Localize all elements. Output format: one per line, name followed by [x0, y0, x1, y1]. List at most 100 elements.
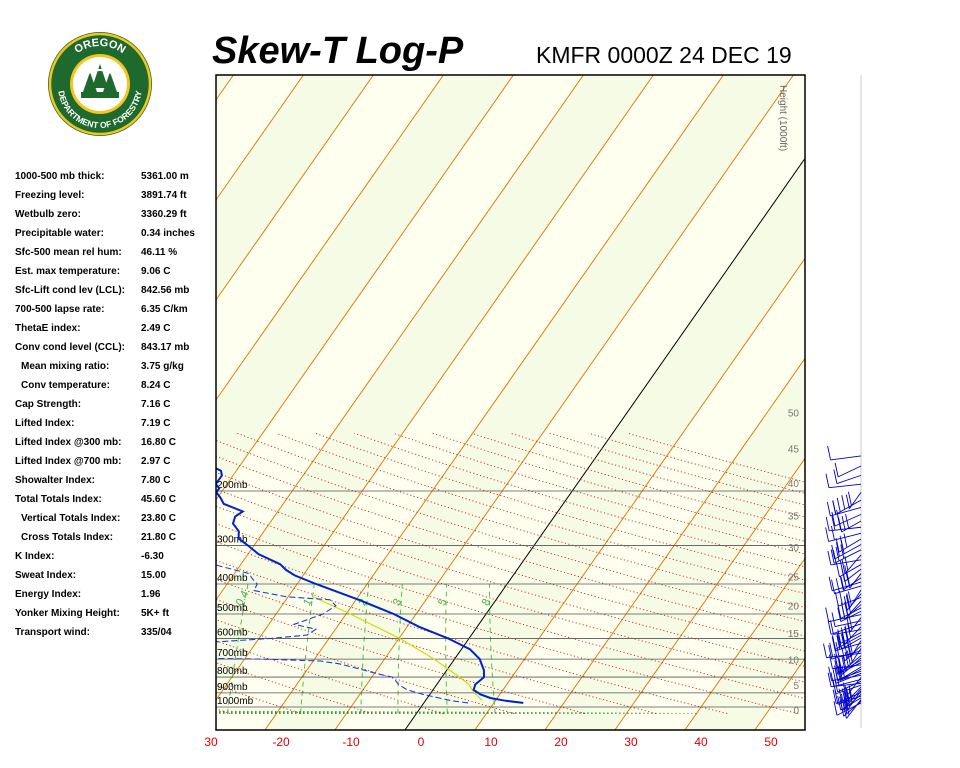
dry-adiabat — [216, 619, 515, 714]
wind-barb — [848, 492, 862, 509]
wind-barb-feather — [845, 594, 850, 609]
index-label: Conv temperature: — [21, 380, 110, 391]
isotherm — [334, 75, 794, 730]
isotherm — [825, 75, 960, 730]
index-value: 842.56 mb — [141, 285, 190, 296]
wind-barb-feather — [827, 445, 832, 461]
mixing-ratio-label: 8 — [480, 597, 493, 608]
wind-barb — [835, 634, 862, 650]
wind-barb-feather — [833, 701, 838, 716]
wind-barb-feather — [827, 672, 832, 687]
wind-barb-feather — [839, 696, 844, 711]
pressure-label: 500mb — [217, 603, 248, 614]
index-label: Lifted Index @700 mb: — [15, 456, 122, 467]
dewpoint-profile-line — [216, 564, 469, 704]
index-value: 843.17 mb — [141, 342, 190, 353]
pressure-label: 700mb — [217, 648, 248, 659]
wind-barb — [835, 499, 862, 515]
index-label: Est. max temperature: — [15, 266, 121, 277]
index-label: Yonker Mixing Height: — [15, 608, 120, 619]
wind-barb — [828, 483, 862, 489]
index-label: Sweat Index: — [15, 570, 77, 581]
index-value: 3.75 g/kg — [141, 361, 184, 372]
index-row: Wetbulb zero: 3360.29 ft — [15, 206, 215, 225]
index-row: Lifted Index @700 mb: 2.97 C — [15, 453, 215, 472]
height-tick-label: 30 — [788, 543, 800, 554]
wind-barb-feather — [846, 617, 851, 633]
wind-barb — [837, 465, 862, 478]
stability-indices-panel: 1000-500 mb thick: 5361.00 m Freezing leve… — [15, 168, 215, 643]
wind-barb-feather — [839, 575, 844, 590]
x-tick-label: 30 — [624, 735, 638, 749]
wind-barb — [835, 684, 862, 695]
wind-barb-feather — [846, 593, 851, 608]
wind-barb-feather — [828, 666, 833, 681]
wind-barb-feather — [832, 689, 837, 704]
index-value: 7.80 C — [141, 475, 171, 486]
wind-barb-feather — [831, 544, 836, 560]
x-tick-label: 50 — [764, 735, 778, 749]
index-value: -6.30 — [141, 551, 164, 562]
index-label: Freezing level: — [15, 190, 85, 201]
mixing-ratio-line — [300, 583, 315, 714]
plot-frame — [215, 74, 806, 731]
index-value: 9.06 C — [141, 266, 171, 277]
wind-barb — [831, 650, 862, 660]
wind-barb — [834, 585, 862, 595]
wind-barb-feather — [831, 612, 836, 627]
index-row: Cap Strength: 7.16 C — [15, 396, 215, 415]
wind-barb-feather — [835, 546, 840, 562]
wind-barb-feather — [831, 636, 836, 651]
wind-barb-feather — [844, 601, 849, 616]
index-value: 3891.74 ft — [141, 190, 187, 201]
isotherm — [474, 257, 805, 730]
index-row: Lifted Index: 7.19 C — [15, 415, 215, 434]
wind-barb-feather — [841, 633, 845, 649]
index-row: Lifted Index @300 mb: 16.80 C — [15, 434, 215, 453]
pressure-label: 1000mb — [217, 696, 254, 707]
wind-barb-feather — [841, 559, 846, 574]
tree-icon — [79, 64, 121, 98]
wind-barb-feather — [840, 544, 845, 559]
dry-adiabat — [216, 471, 805, 652]
wind-barb-feather — [829, 642, 834, 657]
wind-barb-feather — [833, 469, 838, 484]
wind-barb — [833, 629, 862, 635]
wind-barb — [844, 554, 862, 574]
isotherm — [216, 75, 374, 301]
index-value: 1.96 — [141, 589, 161, 600]
index-label: Cross Totals Index: — [21, 532, 114, 543]
wind-barb-feather — [838, 660, 843, 675]
x-tick-label: 30 — [204, 735, 218, 749]
wind-barb-feather — [837, 696, 842, 711]
isotherm — [216, 75, 654, 701]
wind-barb-feather — [836, 509, 841, 525]
wind-barb — [845, 677, 862, 697]
wind-barb-feather — [837, 607, 842, 622]
wind-barb — [833, 549, 862, 564]
index-value: 5361.00 m — [141, 171, 189, 182]
wind-barb-feather — [841, 629, 846, 645]
isotherm — [0, 75, 23, 730]
index-value: 7.16 C — [141, 399, 171, 410]
wind-barb-feather — [837, 604, 842, 619]
index-label: ThetaE index: — [15, 323, 81, 334]
height-tick-label: 50 — [788, 409, 800, 420]
dry-adiabat — [216, 708, 231, 714]
index-row: Energy Index: 1.96 — [15, 586, 215, 605]
mixing-ratio-label: 5 — [436, 597, 449, 608]
isotherm — [216, 75, 584, 601]
wind-barb-feather — [830, 672, 835, 687]
wind-barb-feather — [843, 533, 848, 548]
wind-barb-feather — [841, 604, 846, 620]
wind-barb-feather — [849, 640, 853, 655]
temperature-band — [825, 75, 960, 730]
wind-barb-feather — [830, 525, 835, 541]
wind-barb — [840, 610, 862, 622]
isotherm — [0, 75, 163, 730]
index-value: 3360.29 ft — [141, 209, 187, 220]
wind-barb-feather — [827, 620, 832, 635]
wind-barb-feather — [828, 645, 833, 660]
thermo-lines — [0, 75, 960, 730]
mixing-ratio-label: 3 — [391, 597, 404, 608]
